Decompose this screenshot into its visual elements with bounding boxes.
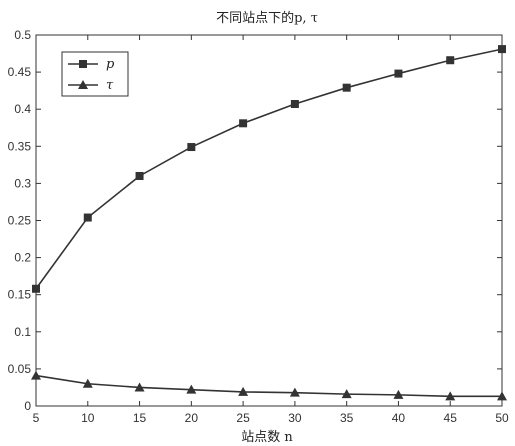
x-tick-label: 50 — [495, 411, 509, 425]
x-axis-ticks: 5 10 15 20 25 30 35 40 45 50 — [33, 35, 509, 425]
data-point-1 — [82, 378, 93, 388]
legend-label: τ — [106, 78, 114, 93]
x-tick-label: 40 — [392, 411, 406, 425]
y-tick-label: 0.25 — [8, 214, 32, 228]
y-tick-label: 0.3 — [14, 176, 31, 190]
data-point-1 — [186, 384, 197, 394]
data-point-1 — [497, 391, 507, 401]
y-tick-label: 0.15 — [8, 288, 32, 302]
data-point-1 — [445, 391, 456, 401]
legend: pτ — [61, 51, 129, 97]
y-axis-ticks: 0 0.05 0.1 0.15 0.2 0.25 0.3 0.35 0.4 0.45 0.5 — [8, 28, 502, 413]
x-tick-label: 15 — [133, 411, 147, 425]
data-point-1 — [289, 387, 300, 397]
y-tick-label: 0.4 — [14, 102, 31, 116]
x-tick-label: 35 — [340, 411, 354, 425]
data-point-1 — [393, 389, 404, 399]
series-line-0 — [35, 48, 503, 290]
y-tick-label: 0.2 — [14, 251, 31, 265]
legend-box — [61, 51, 129, 97]
series-line-1 — [35, 374, 502, 398]
y-tick-label: 0.45 — [8, 65, 32, 79]
y-tick-label: 0.1 — [14, 325, 31, 339]
data-point-0 — [135, 171, 144, 180]
data-point-0 — [187, 143, 196, 152]
x-tick-label: 10 — [81, 411, 95, 425]
y-tick-label: 0.5 — [14, 28, 31, 42]
series-layer — [31, 45, 507, 401]
data-point-0 — [342, 83, 351, 92]
data-point-1 — [341, 389, 352, 399]
data-point-0 — [290, 100, 299, 109]
data-point-1 — [31, 370, 41, 380]
legend-marker — [78, 80, 88, 89]
data-point-1 — [238, 386, 249, 396]
x-tick-label: 25 — [236, 411, 250, 425]
y-tick-label: 0.35 — [8, 139, 32, 153]
data-point-0 — [32, 284, 40, 293]
y-tick-label: 0 — [24, 399, 31, 413]
chart-title: 不同站点下的p, τ — [216, 10, 318, 26]
data-point-1 — [134, 382, 145, 392]
x-axis-label: 站点数 n — [241, 430, 293, 445]
x-tick-label: 20 — [185, 411, 199, 425]
data-point-0 — [83, 213, 92, 222]
legend-marker — [79, 60, 87, 68]
x-tick-label: 5 — [33, 411, 40, 425]
y-tick-label: 0.05 — [8, 362, 32, 376]
data-point-0 — [446, 56, 455, 65]
x-tick-label: 30 — [288, 411, 302, 425]
legend-label: p — [106, 57, 115, 72]
x-tick-label: 45 — [444, 411, 458, 425]
data-point-0 — [239, 119, 248, 128]
data-point-0 — [394, 69, 403, 78]
data-point-0 — [498, 45, 506, 54]
